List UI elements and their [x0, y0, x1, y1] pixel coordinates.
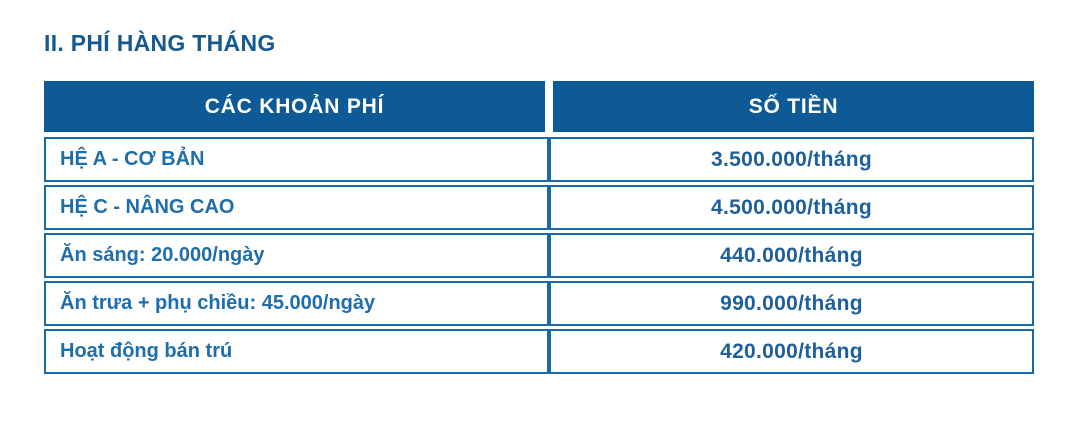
table-header-row: CÁC KHOẢN PHÍ SỐ TIỀN: [44, 81, 1034, 132]
table-row: Ăn sáng: 20.000/ngày 440.000/tháng: [44, 233, 1034, 278]
table-row: Hoạt động bán trú 420.000/tháng: [44, 329, 1034, 374]
monthly-fee-table: CÁC KHOẢN PHÍ SỐ TIỀN HỆ A - CƠ BẢN 3.50…: [44, 81, 1034, 374]
fee-item-label: Ăn sáng: 20.000/ngày: [44, 233, 549, 278]
fee-item-label: Ăn trưa + phụ chiều: 45.000/ngày: [44, 281, 549, 326]
section-title: II. PHÍ HÀNG THÁNG: [44, 30, 276, 56]
table-row: Ăn trưa + phụ chiều: 45.000/ngày 990.000…: [44, 281, 1034, 326]
table-body: HỆ A - CƠ BẢN 3.500.000/tháng HỆ C - NÂN…: [44, 137, 1034, 374]
fee-amount-value: 420.000/tháng: [549, 329, 1034, 374]
fee-amount-value: 4.500.000/tháng: [549, 185, 1034, 230]
fee-amount-value: 990.000/tháng: [549, 281, 1034, 326]
fee-amount-value: 440.000/tháng: [549, 233, 1034, 278]
column-header-fee-items: CÁC KHOẢN PHÍ: [44, 81, 545, 132]
table-row: HỆ C - NÂNG CAO 4.500.000/tháng: [44, 185, 1034, 230]
fee-amount-value: 3.500.000/tháng: [549, 137, 1034, 182]
column-header-amount: SỐ TIỀN: [553, 81, 1034, 132]
fee-item-label: Hoạt động bán trú: [44, 329, 549, 374]
table-row: HỆ A - CƠ BẢN 3.500.000/tháng: [44, 137, 1034, 182]
fee-item-label: HỆ C - NÂNG CAO: [44, 185, 549, 230]
fee-item-label: HỆ A - CƠ BẢN: [44, 137, 549, 182]
